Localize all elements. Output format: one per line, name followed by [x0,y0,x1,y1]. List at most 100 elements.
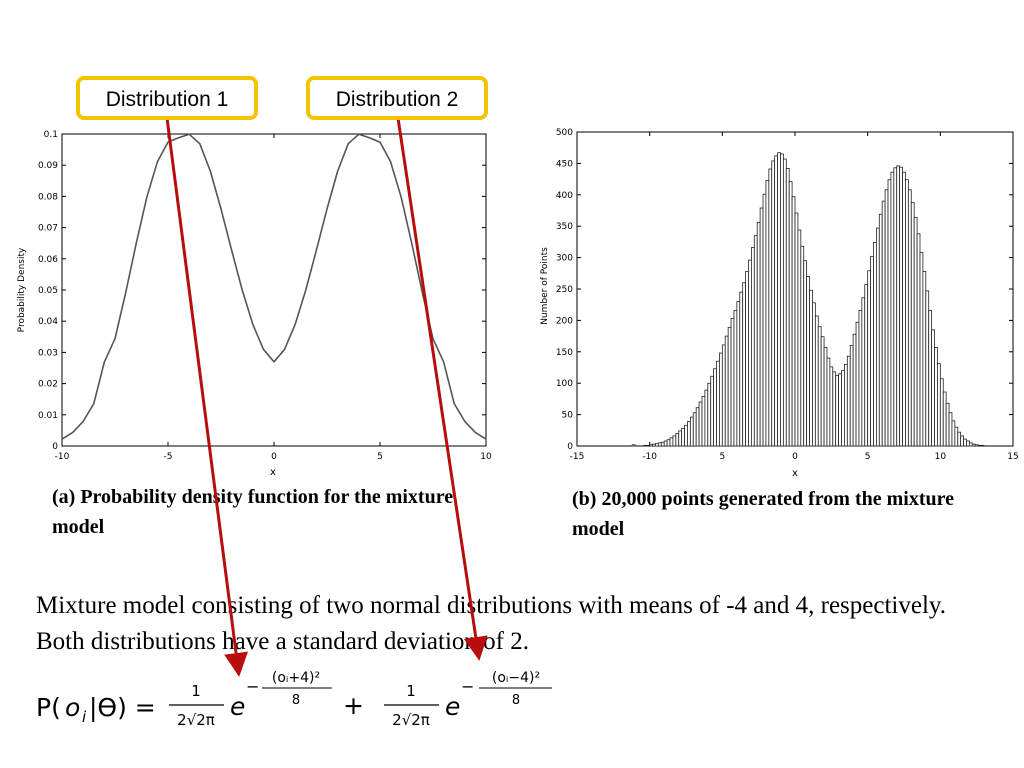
histogram-bar [844,363,848,447]
histogram-bar [695,407,700,447]
histogram-bar [838,373,842,447]
histogram-bar [823,346,828,447]
histogram-bar [925,290,930,447]
histogram-bar [666,439,671,447]
histogram-bar [919,252,924,447]
histogram-bar [829,366,834,447]
histogram-bar [748,259,752,447]
pdf-x-tick-label: -5 [164,452,173,462]
histogram-bar [657,442,662,447]
distribution-1-label: Distribution 1 [105,88,229,111]
histogram-bar [716,360,720,447]
histogram-x-tick-label: 5 [865,452,871,462]
histogram-bar [835,375,840,447]
histogram-bar [907,189,912,447]
histogram-bar [739,291,744,447]
histogram-bar [870,255,874,447]
histogram-bar [957,431,962,447]
pdf-plot-area: -10 -5 0 5 10 0 0.01 0.02 0.03 0.04 0.05 0.06 0.07 0.… [38,130,492,462]
histogram-bar [963,438,967,447]
pdf-x-tick-label: -10 [55,452,70,462]
histogram-bar [736,301,741,447]
formula-exp1-minus: − [246,677,259,696]
histogram-bar [646,444,651,447]
histogram-y-tick-label: 100 [556,379,573,389]
histogram-bar [913,217,918,447]
pdf-y-axis-label: Probability Density [17,247,27,332]
histogram-chart: -15 -10 5 0 5 10 15050100150200250300350400450… [540,128,1019,479]
formula-exp1-num: (oᵢ+4)² [272,670,320,686]
formula-lhs-o: o [65,693,80,722]
histogram-bar [806,276,810,447]
histogram-bar [873,242,877,447]
distribution-2-label: Distribution 2 [335,88,459,111]
histogram-bar [896,165,901,447]
histogram-bar [730,318,735,447]
histogram-bar [768,168,773,447]
formula-frac2-num: 1 [406,682,416,700]
histogram-bar [945,402,950,447]
histogram-bar [742,282,746,447]
histogram-bar [852,333,857,447]
histogram-bar [687,421,691,447]
histogram-bar [910,201,915,447]
formula-frac1-den: 2√2π [177,711,215,729]
histogram-y-tick-label: 50 [562,411,574,421]
histogram-y-tick-label: 500 [556,128,573,138]
histogram-bar [791,196,796,447]
histogram-bar [887,179,892,447]
histogram-bar [942,391,947,447]
histogram-bar [672,435,677,447]
histogram-y-tick-label: 300 [556,254,573,264]
histogram-bar [878,213,883,447]
caption-a-label: (a) [52,486,76,508]
pdf-series-line [61,133,487,440]
histogram-bar [864,284,869,447]
histogram-bar [675,433,680,447]
distribution-2-callout: Distribution 2 [306,76,488,120]
histogram-bar [701,395,706,447]
formula-plus: + [343,691,364,720]
histogram-bar [954,426,959,447]
histogram-bar [721,344,726,447]
histogram-bar [884,189,889,447]
histogram-x-tick-label: 10 [935,452,947,462]
pdf-y-tick-label: 0.01 [38,411,58,421]
histogram-bar [719,352,723,447]
histogram-bar [977,444,982,447]
histogram-bar [861,297,866,447]
histogram-y-tick-label: 0 [567,442,573,452]
histogram-bar [794,212,799,447]
histogram-bar [765,179,770,447]
histogram-bar [756,222,761,447]
pdf-x-tick-label: 10 [480,452,492,462]
histogram-bar [951,420,956,447]
histogram-bar [902,171,906,447]
histogram-bar [826,357,831,447]
histogram-bar [890,171,895,447]
histogram-bar [663,440,668,447]
histogram-y-axis-label: Number of Points [540,247,550,325]
histogram-x-tick-label: 5 [719,452,725,462]
histogram-y-tick-label: 250 [556,285,573,295]
histogram-bar [905,179,909,447]
histogram-bar [931,329,935,447]
formula-e1: e [230,692,245,721]
pdf-y-tick-label: 0 [52,442,58,452]
histogram-bar [710,375,715,447]
histogram-bar [704,389,709,447]
histogram-bar [753,235,758,447]
histogram-bar [692,412,697,447]
histogram-x-axis-label: x [792,468,798,479]
histogram-bar [649,444,653,447]
histogram-bar [652,443,656,447]
histogram-bar [800,245,805,447]
histogram-bar [814,315,819,447]
histogram-bar [727,326,732,447]
histogram-bar [841,370,845,447]
pdf-y-tick-label: 0.03 [38,348,58,358]
pdf-y-tick-label: 0.08 [38,192,58,202]
histogram-bar [971,443,976,447]
histogram-bar [980,444,985,447]
